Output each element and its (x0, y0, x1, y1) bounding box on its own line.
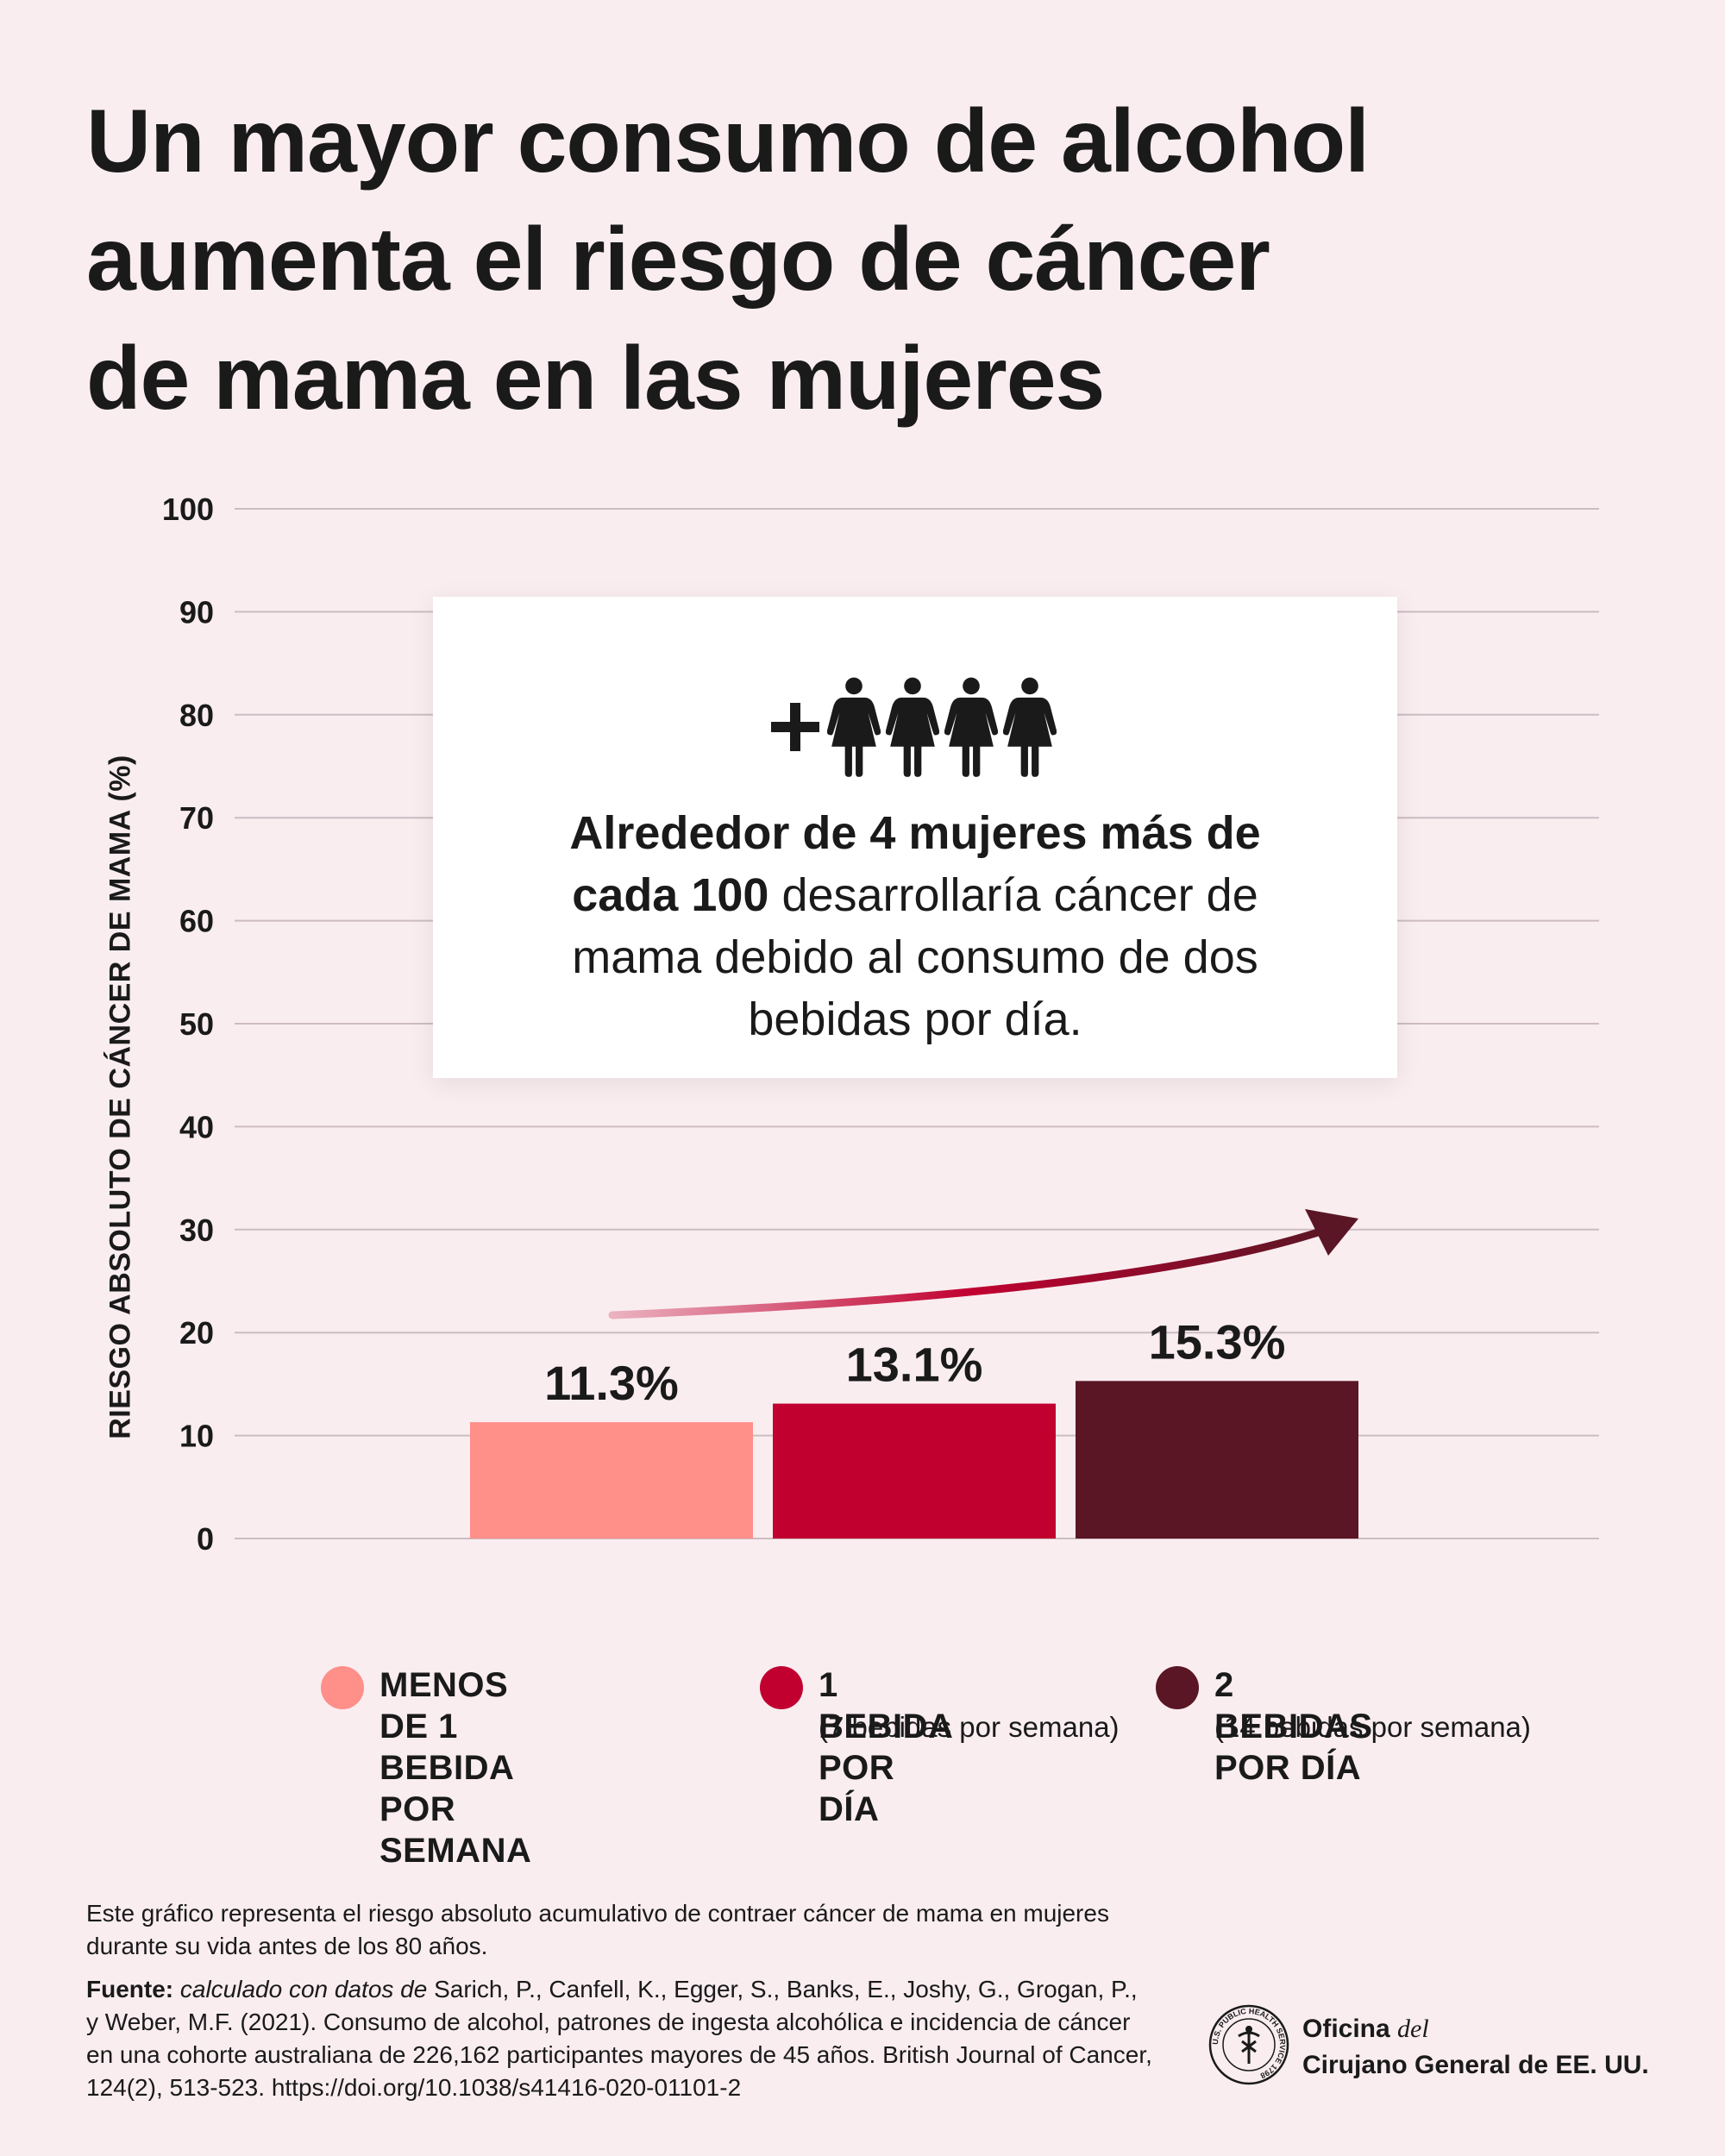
y-tick-label: 60 (179, 904, 214, 939)
legend-swatch (1156, 1666, 1199, 1709)
callout-text: Alrededor de 4 mujeres más de cada 100 d… (527, 802, 1303, 1050)
woman-icon (944, 677, 998, 777)
callout-body-text: desarrollaría cáncer de mama debido al c… (572, 869, 1258, 1045)
y-tick-label: 30 (179, 1213, 214, 1248)
y-tick-label: 90 (179, 594, 214, 630)
y-tick-label: 20 (179, 1315, 214, 1351)
woman-icon (827, 677, 881, 777)
source-label: Fuente: (86, 1976, 174, 2002)
bar (1076, 1381, 1358, 1539)
y-tick-label: 50 (179, 1006, 214, 1042)
org-name: Oficina del Cirujano General de EE. UU. (1302, 2011, 1649, 2084)
bar (470, 1422, 753, 1539)
trend-arrow (608, 1225, 1333, 1319)
y-tick-label: 80 (179, 698, 214, 733)
woman-icon (886, 677, 939, 777)
bars (470, 1381, 1358, 1539)
y-axis-ticks: 0 10 20 30 40 50 60 70 80 90 100 (162, 492, 214, 1557)
page-title: Un mayor consumo de alcohol aumenta el r… (86, 91, 1370, 429)
woman-icon (1003, 677, 1057, 777)
y-tick-label: 10 (179, 1419, 214, 1454)
bar-value-label: 13.1% (846, 1338, 983, 1392)
y-tick-label: 0 (197, 1521, 214, 1557)
source-citation: Fuente: calculado con datos de Sarich, P… (86, 1973, 1156, 2104)
bar-chart: 0 10 20 30 40 50 60 70 80 90 100 11.3% 13.1% 15.3% (162, 492, 1599, 1557)
legend-swatch (760, 1666, 803, 1709)
callout-bold-text: Alrededor de 4 mujeres más de cada 100 (569, 807, 1261, 921)
legend-sublabel: (14 bebidas por semana) (1214, 1711, 1531, 1743)
callout-box: Alrededor de 4 mujeres más de cada 100 d… (433, 597, 1397, 1078)
y-tick-label: 70 (179, 800, 214, 836)
value-labels: 11.3% 13.1% 15.3% (544, 1314, 1285, 1410)
legend-sublabel: (7 bebidas por semana) (819, 1711, 1120, 1743)
legend-label: 2 BEBIDAS POR DÍA (1214, 1666, 1373, 1787)
org-name-line2: Cirujano General de EE. UU. (1302, 2051, 1649, 2079)
source-italic: calculado con datos de (179, 1976, 428, 2002)
plus-icon (771, 703, 819, 751)
legend-swatch (321, 1666, 364, 1709)
public-health-service-seal: U.S. PUBLIC HEALTH SERVICE 1798 (1208, 2004, 1289, 2085)
bar-value-label: 11.3% (544, 1356, 679, 1410)
callout-icons (433, 676, 1397, 778)
org-name-italic: del (1397, 2015, 1429, 2043)
org-name-line1: Oficina (1302, 2015, 1390, 2043)
legend-label: 1 BEBIDA POR DÍA (819, 1666, 952, 1828)
source-text: Sarich, P., Canfell, K., Egger, S., Bank… (86, 1976, 1152, 2101)
legend-label: MENOS DE 1 BEBIDA POR SEMANA (380, 1666, 532, 1870)
y-tick-label: 40 (179, 1109, 214, 1144)
bar-value-label: 15.3% (1149, 1314, 1286, 1369)
trend-arrowhead (1305, 1209, 1358, 1256)
footnote: Este gráfico representa el riesgo absolu… (86, 1900, 1109, 1959)
y-tick-label: 100 (162, 492, 214, 527)
bar (773, 1403, 1056, 1539)
